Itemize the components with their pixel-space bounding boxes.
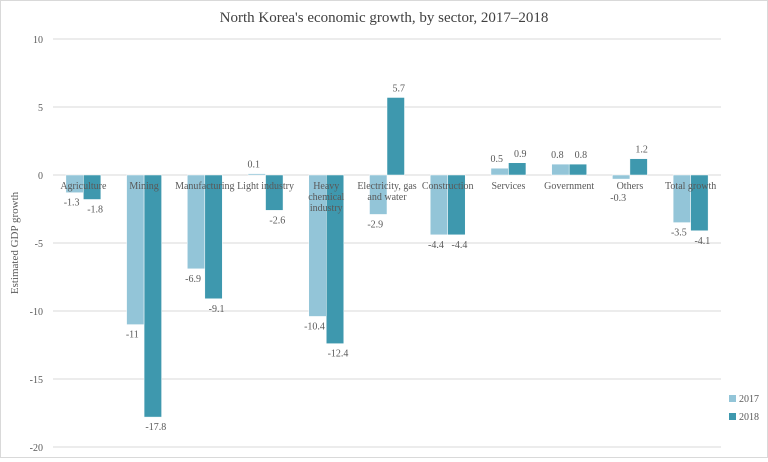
chart-title: North Korea's economic growth, by sector…: [220, 10, 549, 26]
data-label: -3.5: [671, 228, 687, 239]
y-tick-label: -20: [30, 443, 43, 454]
category-label: Mining: [129, 181, 158, 192]
category-label: Others: [617, 181, 644, 192]
legend-swatch: [729, 413, 736, 420]
category-label: Government: [544, 181, 594, 192]
data-label: -2.9: [367, 219, 383, 230]
data-label: -10.4: [304, 321, 325, 332]
data-label: -11: [126, 330, 139, 341]
data-label: -12.4: [328, 349, 349, 360]
y-tick-label: -5: [35, 239, 43, 250]
bar-2018: [447, 174, 466, 236]
data-label: -4.1: [694, 236, 710, 247]
y-tick-label: 0: [38, 171, 43, 182]
bar-2018: [629, 158, 648, 176]
data-label: -17.8: [145, 422, 166, 433]
category-label: Services: [492, 181, 526, 192]
bar-2017: [369, 174, 388, 215]
data-label: 5.7: [393, 83, 406, 94]
bar-2017: [490, 167, 509, 176]
category-label: Light industry: [237, 181, 294, 192]
category-label: Total growth: [665, 181, 716, 192]
legend-swatch: [729, 395, 736, 402]
y-tick-label: 10: [33, 35, 43, 46]
bar-2018: [143, 174, 162, 418]
data-label: 0.8: [575, 150, 588, 161]
data-label: 0.1: [248, 160, 261, 171]
data-label: -4.4: [428, 240, 444, 251]
y-tick-label: -10: [30, 307, 43, 318]
bar-2018: [265, 174, 284, 211]
bar-2018: [508, 162, 527, 176]
y-tick-label: 5: [38, 103, 43, 114]
data-label: -9.1: [209, 304, 225, 315]
y-tick-label: -15: [30, 375, 43, 386]
bar-2018: [690, 174, 709, 232]
data-label: -1.8: [87, 204, 103, 215]
category-label: Electricity, gas and water: [357, 181, 416, 203]
y-axis-label: Estimated GDP growth: [9, 191, 21, 294]
data-label: -0.3: [610, 193, 626, 204]
legend-label: 2017: [739, 394, 759, 405]
category-label: Construction: [422, 181, 474, 192]
category-label: Manufacturing: [175, 181, 234, 192]
bar-2017: [551, 163, 570, 176]
data-label: -1.3: [64, 198, 80, 209]
bar-2017: [126, 174, 145, 325]
data-label: 0.5: [490, 154, 503, 165]
data-label: -4.4: [452, 240, 468, 251]
data-label: 1.2: [635, 145, 648, 156]
bar-2018: [83, 174, 102, 200]
bar-2017: [247, 173, 266, 176]
data-label: -6.9: [185, 274, 201, 285]
category-label: Heavy chemical industry: [308, 181, 344, 214]
data-label: -2.6: [269, 215, 285, 226]
bar-2018: [568, 163, 587, 176]
bar-2017: [612, 174, 631, 180]
data-label: 0.9: [514, 149, 527, 160]
bar-2018: [386, 97, 405, 176]
legend-label: 2018: [739, 412, 759, 423]
category-label: Agriculture: [60, 181, 107, 192]
bar-2018: [204, 174, 223, 300]
bar-2018: [326, 174, 345, 344]
data-label: 0.8: [551, 150, 564, 161]
